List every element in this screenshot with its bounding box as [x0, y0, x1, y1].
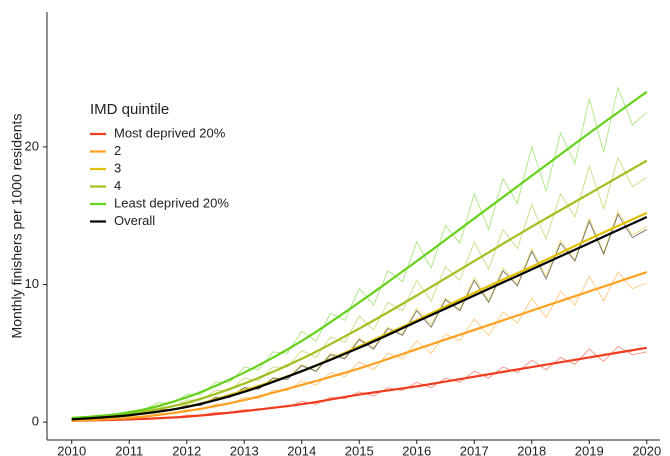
y-tick-label: 20 — [25, 138, 39, 153]
legend-label: Overall — [114, 213, 155, 228]
trend-line — [71, 90, 648, 420]
y-tick-label: 10 — [25, 276, 39, 291]
legend-label: 4 — [114, 178, 121, 193]
y-axis-label: Monthly finishers per 1000 residents — [9, 114, 25, 339]
legend-label: Most deprived 20% — [114, 125, 226, 140]
x-tick-label: 2018 — [517, 443, 546, 456]
x-tick-label: 2014 — [287, 443, 316, 456]
x-tick-label: 2017 — [460, 443, 489, 456]
x-tick-label: 2011 — [115, 443, 143, 456]
x-tick-label: 2020 — [632, 443, 661, 456]
legend-title: IMD quintile — [90, 101, 169, 118]
legend-label: 2 — [114, 143, 121, 158]
legend-label: 3 — [114, 160, 121, 175]
trend-line — [71, 216, 648, 421]
y-tick-label: 0 — [32, 414, 39, 429]
x-tick-label: 2016 — [402, 443, 431, 456]
trend-line — [71, 346, 647, 422]
x-tick-label: 2010 — [57, 443, 86, 456]
x-tick-label: 2013 — [230, 443, 259, 456]
trend-line — [71, 159, 648, 420]
x-tick-label: 2015 — [345, 443, 374, 456]
x-tick-label: 2012 — [172, 443, 201, 456]
legend-label: Least deprived 20% — [114, 195, 229, 210]
trend-line — [71, 271, 648, 422]
x-tick-label: 2019 — [575, 443, 604, 456]
